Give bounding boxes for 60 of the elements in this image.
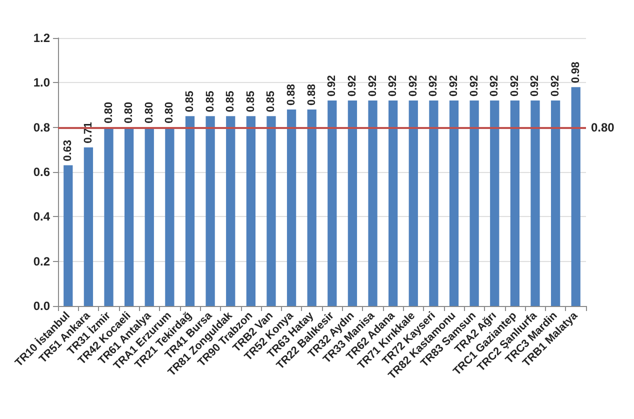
- bar: [165, 127, 174, 306]
- data-label: 0.92: [407, 75, 420, 97]
- data-label: 0.92: [346, 75, 358, 97]
- data-label: 0.85: [184, 90, 196, 112]
- bar: [64, 165, 73, 306]
- bar: [408, 100, 418, 306]
- data-label: 0.92: [529, 75, 542, 97]
- data-label: 0.92: [326, 75, 338, 97]
- bar: [185, 116, 195, 306]
- data-label: 0.63: [62, 140, 74, 162]
- data-label: 0.85: [265, 90, 278, 112]
- data-label: 0.92: [428, 75, 440, 97]
- data-label: 0.92: [550, 75, 562, 97]
- data-label: 0.92: [448, 75, 460, 97]
- bar: [124, 127, 134, 306]
- y-tick-label: 0.4: [33, 210, 50, 224]
- bar: [226, 116, 236, 306]
- bar: [328, 100, 337, 306]
- data-label: 0.92: [488, 75, 501, 97]
- bar: [84, 147, 94, 306]
- bar: [368, 100, 378, 306]
- data-label: 0.85: [224, 90, 237, 112]
- bar: [307, 109, 316, 306]
- data-label: 0.80: [102, 102, 115, 124]
- bar: [429, 100, 438, 306]
- ref-line-label: 0.80: [591, 120, 615, 134]
- bar: [266, 116, 276, 306]
- data-label: 0.92: [366, 75, 379, 97]
- bar: [571, 87, 580, 306]
- bar: [550, 100, 560, 306]
- data-label: 0.85: [244, 90, 257, 112]
- bar: [348, 100, 358, 306]
- bar: [286, 109, 296, 306]
- bar: [246, 116, 256, 306]
- bar: [510, 100, 520, 306]
- data-label: 0.92: [508, 75, 521, 97]
- y-tick-label: 0.0: [33, 299, 50, 313]
- data-label: 0.80: [164, 102, 176, 124]
- data-label: 0.71: [82, 122, 94, 144]
- data-label: 0.88: [286, 84, 298, 106]
- data-label: 0.80: [123, 102, 136, 124]
- bar: [388, 100, 398, 306]
- bar: [470, 100, 479, 306]
- bar: [206, 116, 215, 306]
- bar: [530, 100, 540, 306]
- y-tick-label: 1.0: [33, 76, 50, 90]
- bar: [144, 127, 154, 306]
- bar: [490, 100, 500, 306]
- bar: [449, 100, 459, 306]
- data-label: 0.92: [468, 75, 480, 97]
- data-label: 0.92: [387, 75, 400, 97]
- data-label: 0.80: [143, 102, 156, 124]
- data-label: 0.88: [306, 84, 318, 106]
- data-label: 0.98: [570, 62, 582, 84]
- y-tick-label: 0.6: [33, 165, 50, 179]
- y-tick-label: 1.2: [33, 31, 50, 45]
- y-tick-label: 0.2: [33, 254, 50, 268]
- y-tick-label: 0.8: [33, 120, 50, 134]
- bar: [104, 127, 114, 306]
- data-label: 0.85: [204, 90, 216, 112]
